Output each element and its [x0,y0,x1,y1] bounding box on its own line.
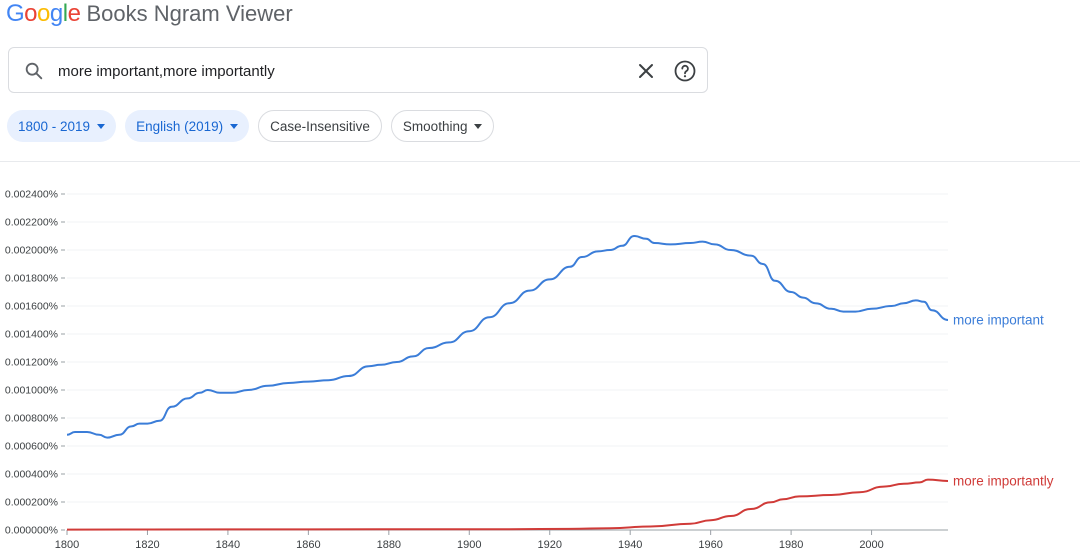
x-tick-label: 1980 [779,539,803,551]
y-tick-label: 0.001600% [5,301,58,313]
case-insensitive-label: Case-Insensitive [270,118,370,134]
series-label: more important [953,313,1044,328]
logo-letter: o [24,0,38,27]
x-tick-label: 1800 [55,539,79,551]
google-logo: Google [6,0,81,28]
caret-down-icon [97,123,106,129]
y-tick-label: 0.000600% [5,441,58,453]
caret-down-icon [474,123,483,129]
divider [0,161,1080,162]
y-tick-label: 0.001800% [5,273,58,285]
logo-letter: G [6,0,25,27]
smoothing-chip[interactable]: Smoothing [390,110,495,142]
series-line [66,478,949,531]
close-icon[interactable] [636,61,656,81]
logo-letter: g [49,0,63,27]
smoothing-label: Smoothing [402,118,468,134]
y-tick-label: 0.000400% [5,469,58,481]
corpus-label: English (2019) [136,118,224,134]
x-tick-label: 1960 [698,539,722,551]
y-tick-label: 0.000000% [5,525,58,537]
help-icon[interactable] [673,59,697,83]
y-tick-label: 0.000800% [5,413,58,425]
logo-letter: l [62,0,68,27]
y-tick-label: 0.002400% [5,189,58,201]
case-insensitive-chip[interactable]: Case-Insensitive [258,110,382,142]
app-title: Books Ngram Viewer [86,1,293,26]
x-tick-label: 1920 [537,539,561,551]
x-tick-label: 1880 [377,539,401,551]
x-tick-label: 1900 [457,539,481,551]
y-tick-label: 0.001400% [5,329,58,341]
search-icon[interactable] [23,60,45,82]
y-tick-label: 0.000200% [5,497,58,509]
x-tick-label: 1820 [135,539,159,551]
search-input[interactable] [58,58,618,84]
x-tick-label: 1860 [296,539,320,551]
caret-down-icon [230,123,239,129]
x-tick-label: 2000 [859,539,883,551]
filter-chips: 1800 - 2019 English (2019) Case-Insensit… [7,110,495,142]
logo-letter: o [37,0,50,27]
x-tick-label: 1940 [618,539,642,551]
search-box[interactable] [8,47,708,93]
series-label: more importantly [953,474,1054,489]
series-line [66,235,949,439]
logo-letter: e [67,0,81,27]
corpus-chip[interactable]: English (2019) [125,110,250,142]
y-tick-label: 0.002000% [5,245,58,257]
year-range-label: 1800 - 2019 [18,118,91,134]
logo[interactable]: Google Books Ngram Viewer [6,0,293,28]
x-tick-label: 1840 [216,539,240,551]
y-tick-label: 0.001200% [5,357,58,369]
year-range-chip[interactable]: 1800 - 2019 [7,110,117,142]
y-tick-label: 0.001000% [5,385,58,397]
y-tick-label: 0.002200% [5,217,58,229]
